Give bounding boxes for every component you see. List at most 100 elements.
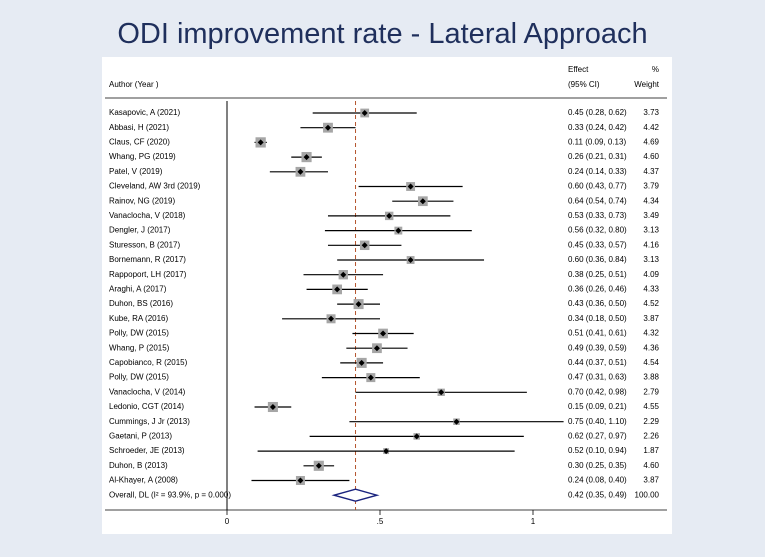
effect-ci-text: 0.38 (0.25, 0.51) [568,270,627,279]
weight-text: 4.60 [643,461,659,470]
x-tick-label: 0 [225,517,230,526]
effect-ci-text: 0.44 (0.37, 0.51) [568,358,627,367]
point-estimate [340,271,347,278]
point-estimate [297,477,304,484]
study-label: Patel, V (2019) [109,167,163,176]
effect-ci-text: 0.49 (0.39, 0.59) [568,343,627,352]
study-label: Abbasi, H (2021) [109,123,169,132]
study-label: Kasapovic, A (2021) [109,108,180,117]
effect-ci-text: 0.24 (0.14, 0.33) [568,167,627,176]
study-label: Bornemann, R (2017) [109,255,186,264]
point-estimate [315,462,322,469]
weight-text: 3.79 [643,182,659,191]
weight-text: 3.13 [643,226,659,235]
effect-ci-text: 0.24 (0.08, 0.40) [568,476,627,485]
effect-ci-text: 0.60 (0.36, 0.84) [568,255,627,264]
forest-plot-panel: Author (Year ) Effect (95% CI) % Weight … [102,57,672,534]
effect-ci-text: 0.45 (0.28, 0.62) [568,108,627,117]
effect-ci-text: 0.53 (0.33, 0.73) [568,211,627,220]
forest-marks: Kasapovic, A (2021) 0.45 (0.28, 0.62) 3.73… [109,101,660,526]
header-ci: (95% CI) [568,80,600,89]
effect-ci-text: 0.45 (0.33, 0.57) [568,240,627,249]
effect-ci-text: 0.36 (0.26, 0.46) [568,285,627,294]
point-estimate [438,389,445,396]
point-estimate [334,286,341,293]
forest-plot: Author (Year ) Effect (95% CI) % Weight … [105,65,667,526]
overall-effect-ci-text: 0.42 (0.35, 0.49) [568,490,627,499]
study-label: Claus, CF (2020) [109,138,170,147]
weight-text: 4.09 [643,270,659,279]
study-label: Kube, RA (2016) [109,314,168,323]
study-label: Capobianco, R (2015) [109,358,188,367]
weight-text: 3.13 [643,255,659,264]
study-label: Araghi, A (2017) [109,285,167,294]
study-label: Whang, PG (2019) [109,152,176,161]
study-label: Polly, DW (2015) [109,373,169,382]
weight-text: 4.42 [643,123,659,132]
header-weight: Weight [634,80,660,89]
x-tick-label: 1 [531,517,536,526]
effect-ci-text: 0.62 (0.27, 0.97) [568,432,627,441]
weight-text: 3.87 [643,314,659,323]
study-label: Rappoport, LH (2017) [109,270,187,279]
weight-text: 3.49 [643,211,659,220]
overall-label: Overall, DL (I² = 93.9%, p = 0.000) [109,490,231,499]
point-estimate [453,418,460,425]
x-tick-label: .5 [377,517,384,526]
effect-ci-text: 0.75 (0.40, 1.10) [568,417,627,426]
effect-ci-text: 0.26 (0.21, 0.31) [568,152,627,161]
effect-ci-text: 0.43 (0.36, 0.50) [568,299,627,308]
study-label: Vanaclocha, V (2014) [109,387,186,396]
weight-text: 4.34 [643,196,659,205]
weight-text: 4.16 [643,240,659,249]
study-label: Rainov, NG (2019) [109,196,175,205]
effect-ci-text: 0.30 (0.25, 0.35) [568,461,627,470]
header-effect: Effect [568,65,589,74]
overall-weight-text: 100.00 [635,490,660,499]
point-estimate [380,330,387,337]
header-weight-symbol: % [652,65,659,74]
point-estimate [383,448,390,455]
point-estimate [257,139,264,146]
weight-text: 4.54 [643,358,659,367]
weight-text: 2.29 [643,417,659,426]
effect-ci-text: 0.47 (0.31, 0.63) [568,373,627,382]
effect-ci-text: 0.56 (0.32, 0.80) [568,226,627,235]
study-label: Ledonio, CGT (2014) [109,402,184,411]
weight-text: 3.87 [643,476,659,485]
effect-ci-text: 0.64 (0.54, 0.74) [568,196,627,205]
point-estimate [269,404,276,410]
effect-ci-text: 0.52 (0.10, 0.94) [568,446,627,455]
point-estimate [361,110,368,116]
point-estimate [328,315,335,322]
effect-ci-text: 0.70 (0.42, 0.98) [568,387,627,396]
weight-text: 4.33 [643,285,659,294]
point-estimate [373,345,380,352]
point-estimate [303,154,310,161]
weight-text: 4.37 [643,167,659,176]
weight-text: 4.32 [643,329,659,338]
study-label: Whang, P (2015) [109,343,170,352]
point-estimate [407,257,414,263]
point-estimate [324,124,331,131]
effect-ci-text: 0.34 (0.18, 0.50) [568,314,627,323]
study-label: Al-Khayer, A (2008) [109,476,178,485]
weight-text: 4.52 [643,299,659,308]
point-estimate [367,374,374,381]
point-estimate [407,183,414,190]
overall-diamond [331,488,380,502]
study-label: Cleveland, AW 3rd (2019) [109,182,201,191]
weight-text: 4.60 [643,152,659,161]
effect-ci-text: 0.33 (0.24, 0.42) [568,123,627,132]
point-estimate [358,359,365,366]
point-estimate [297,168,304,175]
weight-text: 2.79 [643,387,659,396]
study-label: Duhon, B (2013) [109,461,168,470]
study-label: Polly, DW (2015) [109,329,169,338]
effect-ci-text: 0.15 (0.09, 0.21) [568,402,627,411]
point-estimate [355,301,362,308]
weight-text: 4.36 [643,343,659,352]
study-label: Dengler, J (2017) [109,226,171,235]
effect-ci-text: 0.51 (0.41, 0.61) [568,329,627,338]
